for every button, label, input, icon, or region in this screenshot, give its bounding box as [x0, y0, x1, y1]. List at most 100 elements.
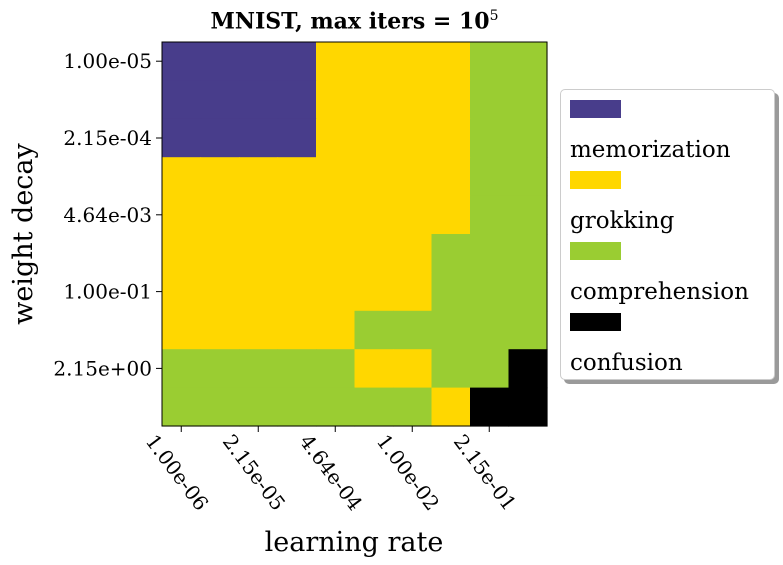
heatmap-cell-grokking: [277, 195, 317, 235]
heatmap-cell-comprehension: [162, 349, 202, 389]
heatmap-cell-grokking: [239, 234, 279, 273]
heatmap-cell-grokking: [354, 272, 394, 312]
heatmap-cell-comprehension: [162, 387, 202, 427]
x-ticks: 1.00e-06 2.15e-05 4.64e-04 1.00e-02 2.15e-01: [141, 426, 521, 515]
heatmap-cell-comprehension: [354, 310, 394, 350]
legend-item-grokking: grokking: [561, 171, 774, 234]
heatmap-cell-comprehension: [508, 42, 548, 81]
heatmap-cell-memorization: [277, 42, 317, 81]
heatmap-cell-comprehension: [200, 349, 240, 389]
heatmap-cell-memorization: [200, 118, 240, 158]
y-tick-label: 4.64e-03: [63, 203, 152, 227]
heatmap-cell-grokking: [162, 157, 202, 197]
legend-swatch: [570, 100, 621, 118]
heatmap-cell-grokking: [431, 118, 471, 158]
heatmap-cell-grokking: [393, 195, 433, 235]
heatmap-cell-grokking: [162, 234, 202, 273]
legend-label: comprehension: [570, 279, 749, 305]
heatmap-cell-comprehension: [470, 310, 510, 350]
heatmap-cell-grokking: [316, 118, 356, 158]
heatmap-cell-grokking: [431, 80, 471, 120]
heatmap-cell-grokking: [316, 310, 356, 350]
heatmap-cell-comprehension: [508, 272, 548, 312]
heatmap-cell-grokking: [200, 310, 240, 350]
heatmap-cell-confusion: [508, 387, 548, 427]
legend-label: grokking: [570, 208, 675, 234]
heatmap-cell-grokking: [277, 234, 317, 273]
heatmap-cells: [162, 42, 548, 427]
heatmap-cell-grokking: [354, 157, 394, 197]
heatmap-cell-confusion: [508, 349, 548, 389]
heatmap-cell-comprehension: [354, 387, 394, 427]
heatmap-cell-comprehension: [470, 118, 510, 158]
heatmap-cell-grokking: [239, 272, 279, 312]
heatmap-cell-grokking: [354, 80, 394, 120]
heatmap-cell-grokking: [316, 42, 356, 81]
heatmap-cell-comprehension: [239, 349, 279, 389]
heatmap-cell-memorization: [239, 80, 279, 120]
heatmap-cell-grokking: [277, 157, 317, 197]
heatmap-cell-comprehension: [277, 349, 317, 389]
heatmap-cell-grokking: [277, 310, 317, 350]
heatmap-cell-comprehension: [200, 387, 240, 427]
x-tick-label: 4.64e-04: [295, 430, 367, 515]
heatmap-cell-comprehension: [470, 42, 510, 81]
heatmap-cell-comprehension: [508, 80, 548, 120]
heatmap-cell-grokking: [393, 118, 433, 158]
heatmap-cell-grokking: [393, 234, 433, 273]
heatmap-cell-confusion: [470, 387, 510, 427]
heatmap-cell-comprehension: [431, 272, 471, 312]
y-axis-label: weight decay: [8, 142, 39, 324]
heatmap-cell-comprehension: [508, 234, 548, 273]
heatmap-cell-comprehension: [508, 118, 548, 158]
heatmap-cell-grokking: [393, 157, 433, 197]
x-tick-label: 1.00e-06: [141, 430, 213, 515]
x-tick-label: 1.00e-02: [372, 430, 444, 515]
heatmap-cell-grokking: [200, 195, 240, 235]
heatmap-cell-grokking: [162, 310, 202, 350]
x-axis-label: learning rate: [265, 527, 444, 558]
heatmap-cell-memorization: [162, 42, 202, 81]
heatmap-cell-grokking: [393, 42, 433, 81]
heatmap-cell-comprehension: [470, 80, 510, 120]
heatmap-cell-grokking: [354, 195, 394, 235]
heatmap-cell-grokking: [316, 272, 356, 312]
x-tick-label: 2.15e-05: [218, 430, 290, 515]
y-tick-label: 1.00e-05: [63, 49, 152, 73]
heatmap-cell-memorization: [200, 42, 240, 81]
heatmap-cell-memorization: [277, 80, 317, 120]
legend-swatch: [570, 242, 621, 260]
heatmap-cell-grokking: [239, 157, 279, 197]
heatmap-cell-comprehension: [393, 387, 433, 427]
heatmap-cell-comprehension: [508, 195, 548, 235]
legend-label: confusion: [570, 350, 683, 376]
y-tick-label: 2.15e-04: [63, 126, 152, 150]
heatmap-cell-comprehension: [431, 349, 471, 389]
legend-label: memorization: [570, 137, 731, 163]
heatmap-cell-grokking: [200, 234, 240, 273]
heatmap-cell-comprehension: [470, 234, 510, 273]
heatmap-cell-grokking: [393, 80, 433, 120]
heatmap-cell-memorization: [162, 118, 202, 158]
plot-frame: [161, 41, 548, 427]
heatmap-cell-comprehension: [470, 349, 510, 389]
heatmap-cell-comprehension: [239, 387, 279, 427]
heatmap-cell-memorization: [239, 118, 279, 158]
heatmap-cell-grokking: [431, 387, 471, 427]
heatmap-cell-grokking: [431, 157, 471, 197]
heatmap-cell-comprehension: [393, 310, 433, 350]
heatmap-cell-comprehension: [431, 310, 471, 350]
legend-item-confusion: confusion: [561, 313, 774, 376]
heatmap-cell-memorization: [200, 80, 240, 120]
heatmap-cell-memorization: [162, 80, 202, 120]
heatmap-cell-grokking: [200, 157, 240, 197]
legend-item-comprehension: comprehension: [561, 242, 774, 305]
y-tick-label: 1.00e-01: [63, 280, 152, 304]
heatmap-cell-grokking: [316, 195, 356, 235]
heatmap-cell-comprehension: [470, 272, 510, 312]
legend-item-memorization: memorization: [561, 100, 774, 163]
heatmap-cell-memorization: [239, 42, 279, 81]
heatmap-cell-grokking: [239, 195, 279, 235]
heatmap-cell-grokking: [200, 272, 240, 312]
